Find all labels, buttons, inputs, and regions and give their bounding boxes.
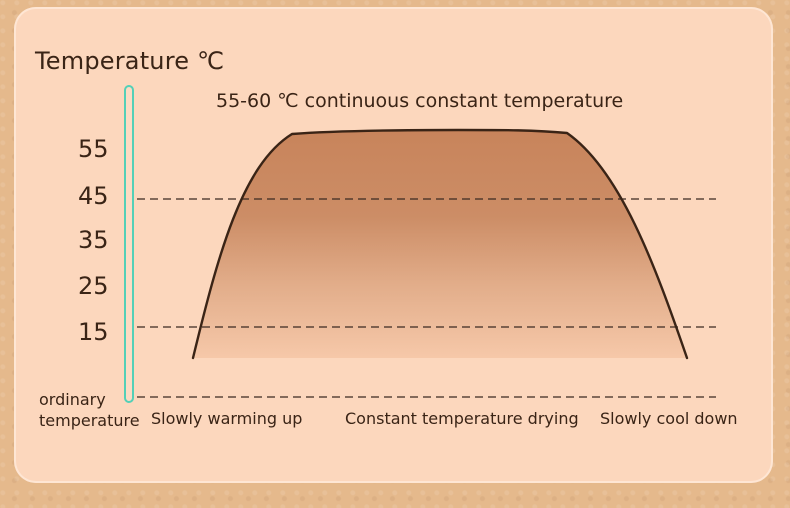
y-tick-35: 35	[78, 226, 109, 254]
ordinary-temperature-label: ordinary temperature	[39, 389, 140, 431]
temperature-area-fill	[193, 130, 687, 358]
temperature-curve	[191, 128, 689, 360]
ordinary-temperature-label-line-2: temperature	[39, 411, 140, 430]
phase-label-cooling: Slowly cool down	[600, 409, 738, 428]
y-tick-55: 55	[78, 135, 109, 163]
phase-label-constant: Constant temperature drying	[345, 409, 579, 428]
y-tick-15: 15	[78, 318, 109, 346]
plateau-annotation: 55-60 ℃ continuous constant temperature	[216, 90, 624, 112]
y-tick-25: 25	[78, 272, 109, 300]
y-tick-45: 45	[78, 182, 109, 210]
temperature-scale-rail	[124, 85, 134, 403]
y-axis-title: Temperature ℃	[35, 47, 225, 75]
phase-label-warming: Slowly warming up	[151, 409, 303, 428]
ordinary-temperature-label-line-1: ordinary	[39, 390, 106, 409]
